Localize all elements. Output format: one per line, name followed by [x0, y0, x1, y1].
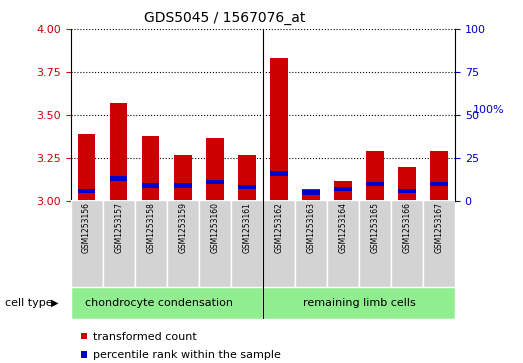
Bar: [78, 188, 95, 193]
Text: transformed count: transformed count: [93, 332, 196, 342]
Bar: [334, 181, 351, 201]
Bar: [430, 182, 448, 186]
Bar: [110, 103, 128, 201]
Text: GSM1253162: GSM1253162: [275, 202, 283, 253]
Text: GSM1253160: GSM1253160: [210, 202, 219, 253]
Text: GSM1253166: GSM1253166: [403, 202, 412, 253]
Bar: [78, 134, 95, 201]
Bar: [238, 155, 256, 201]
Bar: [270, 171, 288, 176]
Bar: [206, 180, 223, 184]
Bar: [71, 200, 103, 287]
Bar: [206, 138, 223, 201]
Bar: [263, 287, 455, 319]
Text: GSM1253163: GSM1253163: [306, 202, 315, 253]
Bar: [366, 182, 384, 186]
Bar: [391, 200, 423, 287]
Bar: [238, 185, 256, 189]
Bar: [142, 136, 160, 201]
Text: percentile rank within the sample: percentile rank within the sample: [93, 350, 280, 360]
Text: GSM1253167: GSM1253167: [435, 202, 444, 253]
Bar: [263, 200, 295, 287]
Text: GSM1253156: GSM1253156: [82, 202, 91, 253]
Bar: [398, 188, 416, 193]
Text: GSM1253157: GSM1253157: [114, 202, 123, 253]
Bar: [71, 287, 263, 319]
Text: GSM1253161: GSM1253161: [242, 202, 251, 253]
Bar: [430, 151, 448, 201]
Text: chondrocyte condensation: chondrocyte condensation: [85, 298, 233, 308]
Bar: [270, 58, 288, 201]
Bar: [174, 155, 191, 201]
Bar: [135, 200, 167, 287]
Bar: [398, 167, 416, 201]
Bar: [302, 189, 320, 201]
Bar: [167, 200, 199, 287]
Bar: [366, 151, 384, 201]
Bar: [302, 190, 320, 195]
Text: ▶: ▶: [51, 298, 59, 308]
Bar: [423, 200, 455, 287]
Bar: [174, 183, 191, 188]
Text: remaining limb cells: remaining limb cells: [302, 298, 415, 308]
Text: GSM1253158: GSM1253158: [146, 202, 155, 253]
Bar: [359, 200, 391, 287]
Text: GSM1253164: GSM1253164: [338, 202, 347, 253]
Y-axis label: 100%: 100%: [473, 105, 504, 115]
Bar: [142, 183, 160, 188]
Text: cell type: cell type: [5, 298, 53, 308]
Text: GSM1253159: GSM1253159: [178, 202, 187, 253]
Bar: [231, 200, 263, 287]
Bar: [199, 200, 231, 287]
Bar: [110, 176, 128, 181]
Bar: [295, 200, 327, 287]
Bar: [334, 187, 351, 191]
Text: GSM1253165: GSM1253165: [370, 202, 379, 253]
Bar: [327, 200, 359, 287]
Bar: [103, 200, 135, 287]
Text: GDS5045 / 1567076_at: GDS5045 / 1567076_at: [144, 11, 305, 25]
